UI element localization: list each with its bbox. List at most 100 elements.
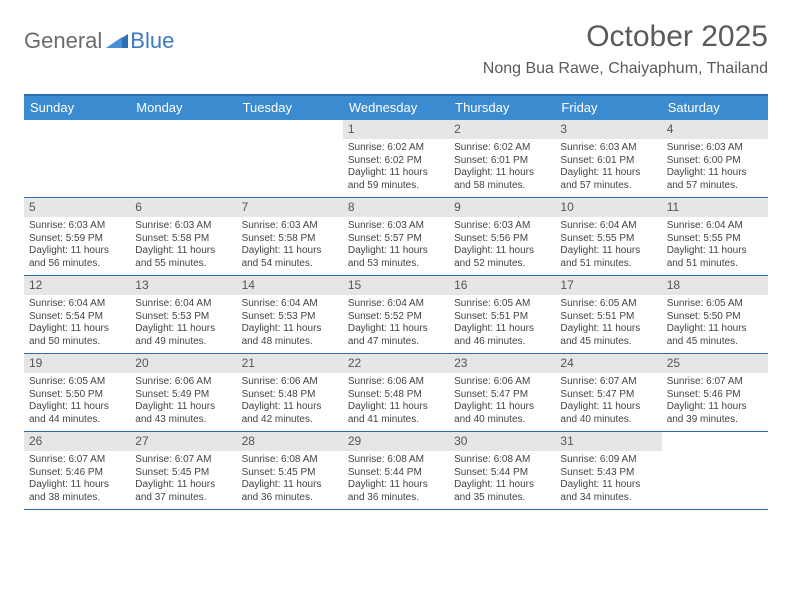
day-body: Sunrise: 6:03 AMSunset: 5:56 PMDaylight:…: [449, 217, 555, 275]
day-body: Sunrise: 6:03 AMSunset: 5:58 PMDaylight:…: [130, 217, 236, 275]
sunrise-text: Sunrise: 6:07 AM: [560, 376, 656, 389]
day-cell: 13Sunrise: 6:04 AMSunset: 5:53 PMDayligh…: [130, 276, 236, 353]
sunset-text: Sunset: 5:49 PM: [135, 389, 231, 402]
day-body: Sunrise: 6:06 AMSunset: 5:49 PMDaylight:…: [130, 373, 236, 431]
day-number: [130, 120, 236, 139]
day-body: Sunrise: 6:03 AMSunset: 6:01 PMDaylight:…: [555, 139, 661, 197]
brand-logo: General Blue: [24, 28, 174, 54]
day-body: Sunrise: 6:05 AMSunset: 5:51 PMDaylight:…: [449, 295, 555, 353]
day-cell: 1Sunrise: 6:02 AMSunset: 6:02 PMDaylight…: [343, 120, 449, 197]
day-cell: 11Sunrise: 6:04 AMSunset: 5:55 PMDayligh…: [662, 198, 768, 275]
sunrise-text: Sunrise: 6:04 AM: [29, 298, 125, 311]
sunset-text: Sunset: 5:51 PM: [454, 311, 550, 324]
sunrise-text: Sunrise: 6:03 AM: [348, 220, 444, 233]
day-body: Sunrise: 6:04 AMSunset: 5:55 PMDaylight:…: [662, 217, 768, 275]
weekday-header: Sunday: [24, 96, 130, 120]
daylight-text: Daylight: 11 hours and 52 minutes.: [454, 245, 550, 270]
daylight-text: Daylight: 11 hours and 40 minutes.: [560, 401, 656, 426]
sunset-text: Sunset: 5:53 PM: [135, 311, 231, 324]
page-title: October 2025: [483, 20, 768, 54]
daylight-text: Daylight: 11 hours and 57 minutes.: [667, 167, 763, 192]
day-body: Sunrise: 6:07 AMSunset: 5:47 PMDaylight:…: [555, 373, 661, 431]
sunrise-text: Sunrise: 6:03 AM: [135, 220, 231, 233]
daylight-text: Daylight: 11 hours and 36 minutes.: [242, 479, 338, 504]
day-body: Sunrise: 6:02 AMSunset: 6:02 PMDaylight:…: [343, 139, 449, 197]
day-body: Sunrise: 6:05 AMSunset: 5:50 PMDaylight:…: [662, 295, 768, 353]
daylight-text: Daylight: 11 hours and 39 minutes.: [667, 401, 763, 426]
weekday-header: Wednesday: [343, 96, 449, 120]
day-number: 10: [555, 198, 661, 217]
day-number: 21: [237, 354, 343, 373]
day-cell: 9Sunrise: 6:03 AMSunset: 5:56 PMDaylight…: [449, 198, 555, 275]
sunrise-text: Sunrise: 6:04 AM: [135, 298, 231, 311]
weekday-header: Friday: [555, 96, 661, 120]
sunrise-text: Sunrise: 6:06 AM: [348, 376, 444, 389]
day-number: 1: [343, 120, 449, 139]
sunset-text: Sunset: 5:55 PM: [667, 233, 763, 246]
day-body: Sunrise: 6:07 AMSunset: 5:46 PMDaylight:…: [662, 373, 768, 431]
weekday-header: Monday: [130, 96, 236, 120]
day-cell: 15Sunrise: 6:04 AMSunset: 5:52 PMDayligh…: [343, 276, 449, 353]
sunrise-text: Sunrise: 6:04 AM: [667, 220, 763, 233]
sunset-text: Sunset: 5:43 PM: [560, 467, 656, 480]
daylight-text: Daylight: 11 hours and 56 minutes.: [29, 245, 125, 270]
daylight-text: Daylight: 11 hours and 42 minutes.: [242, 401, 338, 426]
sunrise-text: Sunrise: 6:06 AM: [135, 376, 231, 389]
sunset-text: Sunset: 5:46 PM: [667, 389, 763, 402]
day-number: 15: [343, 276, 449, 295]
day-number: [237, 120, 343, 139]
daylight-text: Daylight: 11 hours and 41 minutes.: [348, 401, 444, 426]
sunset-text: Sunset: 5:48 PM: [242, 389, 338, 402]
daylight-text: Daylight: 11 hours and 38 minutes.: [29, 479, 125, 504]
header-row: General Blue October 2025 Nong Bua Rawe,…: [24, 20, 768, 78]
sunset-text: Sunset: 6:02 PM: [348, 155, 444, 168]
day-cell: 22Sunrise: 6:06 AMSunset: 5:48 PMDayligh…: [343, 354, 449, 431]
day-cell: 29Sunrise: 6:08 AMSunset: 5:44 PMDayligh…: [343, 432, 449, 509]
sunrise-text: Sunrise: 6:05 AM: [667, 298, 763, 311]
weekday-header: Thursday: [449, 96, 555, 120]
day-body: [237, 139, 343, 197]
day-cell: 19Sunrise: 6:05 AMSunset: 5:50 PMDayligh…: [24, 354, 130, 431]
sunrise-text: Sunrise: 6:03 AM: [560, 142, 656, 155]
sunset-text: Sunset: 5:47 PM: [454, 389, 550, 402]
day-number: 23: [449, 354, 555, 373]
daylight-text: Daylight: 11 hours and 57 minutes.: [560, 167, 656, 192]
day-body: Sunrise: 6:04 AMSunset: 5:54 PMDaylight:…: [24, 295, 130, 353]
day-body: [662, 451, 768, 509]
day-cell: 2Sunrise: 6:02 AMSunset: 6:01 PMDaylight…: [449, 120, 555, 197]
daylight-text: Daylight: 11 hours and 49 minutes.: [135, 323, 231, 348]
sunset-text: Sunset: 5:59 PM: [29, 233, 125, 246]
sunrise-text: Sunrise: 6:03 AM: [454, 220, 550, 233]
day-body: Sunrise: 6:05 AMSunset: 5:51 PMDaylight:…: [555, 295, 661, 353]
sunrise-text: Sunrise: 6:02 AM: [454, 142, 550, 155]
day-cell: 30Sunrise: 6:08 AMSunset: 5:44 PMDayligh…: [449, 432, 555, 509]
daylight-text: Daylight: 11 hours and 36 minutes.: [348, 479, 444, 504]
day-number: 26: [24, 432, 130, 451]
sunset-text: Sunset: 5:44 PM: [454, 467, 550, 480]
day-cell: 14Sunrise: 6:04 AMSunset: 5:53 PMDayligh…: [237, 276, 343, 353]
sunset-text: Sunset: 5:46 PM: [29, 467, 125, 480]
day-cell: 17Sunrise: 6:05 AMSunset: 5:51 PMDayligh…: [555, 276, 661, 353]
day-body: Sunrise: 6:02 AMSunset: 6:01 PMDaylight:…: [449, 139, 555, 197]
calendar-grid: Sunday Monday Tuesday Wednesday Thursday…: [24, 94, 768, 510]
day-cell: 3Sunrise: 6:03 AMSunset: 6:01 PMDaylight…: [555, 120, 661, 197]
day-cell: 26Sunrise: 6:07 AMSunset: 5:46 PMDayligh…: [24, 432, 130, 509]
day-cell: 20Sunrise: 6:06 AMSunset: 5:49 PMDayligh…: [130, 354, 236, 431]
sunset-text: Sunset: 5:52 PM: [348, 311, 444, 324]
day-number: 28: [237, 432, 343, 451]
daylight-text: Daylight: 11 hours and 48 minutes.: [242, 323, 338, 348]
day-number: 8: [343, 198, 449, 217]
brand-part1: General: [24, 28, 102, 54]
brand-triangle-icon: [106, 30, 128, 53]
day-number: 14: [237, 276, 343, 295]
daylight-text: Daylight: 11 hours and 43 minutes.: [135, 401, 231, 426]
day-body: Sunrise: 6:07 AMSunset: 5:45 PMDaylight:…: [130, 451, 236, 509]
day-body: Sunrise: 6:08 AMSunset: 5:44 PMDaylight:…: [343, 451, 449, 509]
daylight-text: Daylight: 11 hours and 58 minutes.: [454, 167, 550, 192]
daylight-text: Daylight: 11 hours and 59 minutes.: [348, 167, 444, 192]
sunrise-text: Sunrise: 6:05 AM: [560, 298, 656, 311]
day-cell: 18Sunrise: 6:05 AMSunset: 5:50 PMDayligh…: [662, 276, 768, 353]
sunset-text: Sunset: 5:55 PM: [560, 233, 656, 246]
sunset-text: Sunset: 5:58 PM: [242, 233, 338, 246]
day-number: 2: [449, 120, 555, 139]
